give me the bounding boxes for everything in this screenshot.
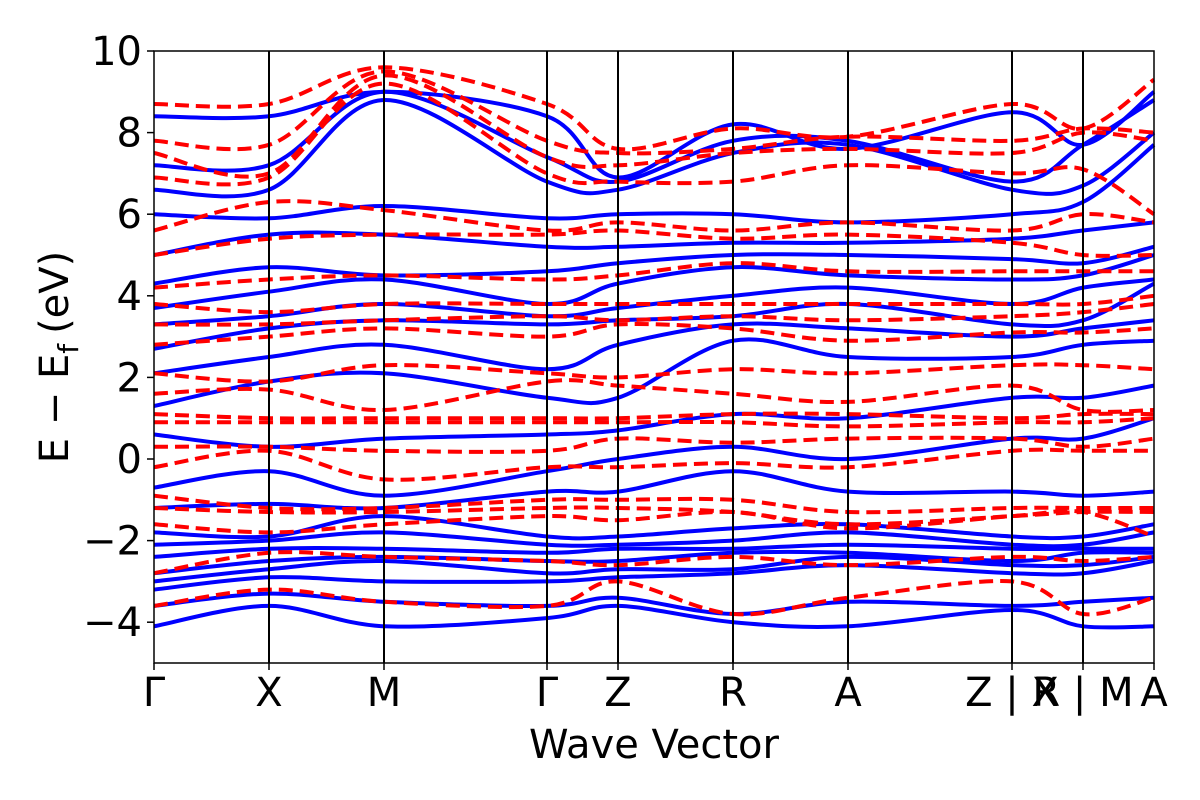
- y-tick-label: 0: [117, 437, 142, 483]
- dashed-band-18: [153, 73, 1155, 179]
- x-axis-title: Wave Vector: [529, 722, 780, 768]
- solid-band-3: [153, 554, 1155, 584]
- y-axis-ticks: −4 −2 0 2 4 6 8 10: [83, 29, 154, 646]
- dashed-band-16: [153, 199, 1155, 233]
- x-tick-label: A: [1140, 670, 1168, 716]
- y-tick-label: −4: [83, 600, 142, 646]
- y-tick-label: 4: [117, 274, 142, 320]
- dashed-band-20: [153, 65, 1156, 152]
- dashed-band-2: [153, 508, 1155, 539]
- y-axis-title-unit: (eV): [32, 251, 78, 334]
- kpoint-lines: [268, 51, 1084, 663]
- solid-band-15: [153, 253, 1155, 310]
- dashed-band-6: [153, 435, 1155, 454]
- y-tick-label: 6: [117, 192, 142, 238]
- solid-band-0: [153, 603, 1155, 630]
- dashed-band-3: [153, 505, 1155, 527]
- dashed-band-9: [153, 378, 1155, 414]
- solid-band-20: [153, 89, 1156, 184]
- y-axis-title-main: E − E: [32, 354, 78, 464]
- solid-band-18: [153, 143, 1156, 225]
- solid-band-16: [153, 244, 1155, 286]
- plot-frame: [153, 50, 1155, 664]
- y-axis-title-sub: f: [52, 343, 85, 354]
- series-dashed-red: [153, 65, 1156, 617]
- x-tick-label: M: [367, 670, 402, 716]
- dashed-band-4: [153, 493, 1154, 515]
- dashed-band-19: [153, 69, 1155, 156]
- bands-layer: [153, 65, 1156, 630]
- dashed-band-13: [153, 293, 1155, 315]
- x-tick-label: R: [719, 670, 747, 716]
- x-tick-label: R | M: [1032, 670, 1133, 716]
- solid-band-8: [153, 469, 1155, 511]
- solid-band-2: [153, 559, 1155, 592]
- dashed-band-1: [153, 550, 1155, 576]
- solid-band-12: [153, 318, 1155, 376]
- x-tick-label: X: [255, 670, 282, 716]
- solid-band-5: [153, 542, 1154, 559]
- dashed-band-15: [153, 228, 1155, 258]
- y-tick-label: 8: [117, 111, 142, 157]
- y-tick-label: 2: [117, 355, 142, 401]
- solid-band-6: [153, 530, 1155, 549]
- solid-band-7: [153, 514, 1155, 541]
- solid-band-4: [153, 549, 1155, 576]
- dashed-band-7: [154, 416, 1155, 429]
- solid-band-19: [153, 97, 1156, 199]
- x-tick-label: A: [834, 670, 862, 716]
- y-tick-label: 10: [91, 29, 142, 75]
- dashed-band-0: [153, 579, 1155, 617]
- x-tick-label: Z | X: [965, 670, 1059, 716]
- solid-band-9: [153, 416, 1155, 498]
- dashed-band-8: [153, 411, 1155, 421]
- solid-band-1: [153, 591, 1155, 617]
- x-tick-label: Z: [604, 670, 631, 716]
- dashed-band-5: [153, 447, 1154, 482]
- x-tick-label: Γ: [536, 670, 559, 716]
- dashed-band-11: [153, 322, 1155, 347]
- solid-band-17: [153, 220, 1155, 257]
- dashed-band-12: [153, 302, 1155, 327]
- y-tick-label: −2: [83, 519, 142, 565]
- dashed-band-14: [153, 261, 1154, 290]
- x-tick-label: Γ: [143, 670, 166, 716]
- y-axis-title: E − Ef (eV): [32, 251, 85, 464]
- dashed-band-17: [153, 81, 1156, 216]
- dashed-band-10: [153, 362, 1155, 384]
